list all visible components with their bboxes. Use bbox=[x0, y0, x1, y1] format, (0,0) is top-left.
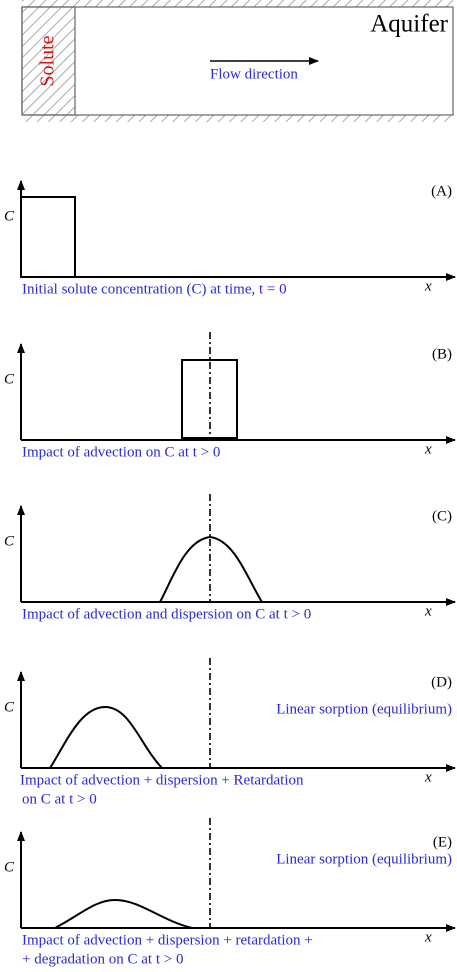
flow-label: Flow direction bbox=[210, 66, 298, 82]
panel-label: (A) bbox=[431, 183, 452, 199]
y-label: C bbox=[4, 208, 15, 224]
x-label: x bbox=[424, 278, 432, 294]
panel-label: (D) bbox=[431, 674, 452, 690]
x-label: x bbox=[424, 603, 432, 619]
aquifer: Aquifer Solute Flow direction bbox=[21, 0, 454, 122]
y-label: C bbox=[4, 699, 15, 715]
panel-label: (C) bbox=[432, 508, 452, 524]
panel-label: (B) bbox=[432, 346, 452, 362]
caption: + degradation on C at t > 0 bbox=[22, 951, 183, 967]
x-label: x bbox=[424, 769, 432, 785]
panels: Cx (A) Initial solute concentration (C) at… bbox=[4, 180, 456, 967]
x-label: x bbox=[424, 929, 432, 945]
solute-label: Solute bbox=[37, 35, 59, 86]
caption: Impact of advection and dispersion on C … bbox=[22, 606, 311, 622]
caption: Impact of advection + dispersion + Retar… bbox=[20, 772, 304, 788]
x-label: x bbox=[424, 441, 432, 457]
note: Linear sorption (equilibrium) bbox=[276, 701, 452, 717]
caption: Impact of advection on C at t > 0 bbox=[22, 444, 220, 460]
panel-label: (E) bbox=[433, 834, 452, 850]
y-label: C bbox=[4, 371, 15, 387]
y-label: C bbox=[4, 533, 15, 549]
caption: Initial solute concentration (C) at time… bbox=[22, 281, 287, 297]
y-label: C bbox=[4, 859, 15, 875]
aquifer-label: Aquifer bbox=[370, 11, 448, 38]
caption: Impact of advection + dispersion + retar… bbox=[22, 932, 313, 948]
note: Linear sorption (equilibrium) bbox=[276, 851, 452, 867]
caption: on C at t > 0 bbox=[22, 791, 97, 807]
